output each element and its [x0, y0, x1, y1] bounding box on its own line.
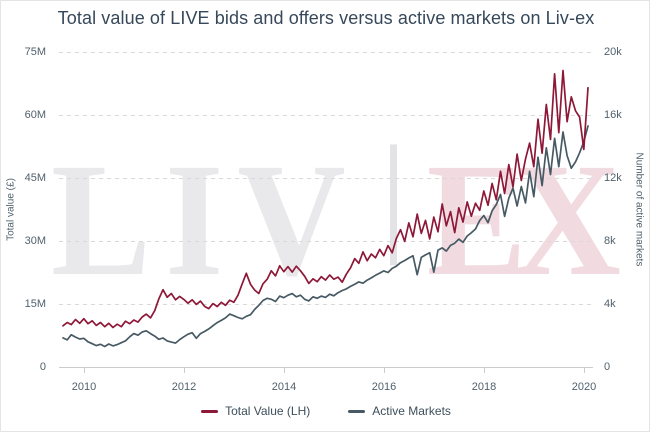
left-axis-tick-label: 30M	[24, 235, 46, 247]
x-axis-tick-label: 2018	[471, 381, 497, 393]
left-axis-tick-label: 60M	[24, 109, 46, 121]
left-axis-tick-label: 0	[39, 361, 46, 373]
x-axis-tick-label: 2014	[271, 381, 297, 393]
right-axis-tick-label: 16k	[604, 109, 622, 121]
left-axis-tick-label: 75M	[24, 46, 46, 58]
legend-label-total-value: Total Value (LH)	[225, 404, 311, 418]
active-markets-swatch	[348, 409, 366, 413]
legend-item-total-value: Total Value (LH)	[201, 404, 310, 418]
active-markets-line	[62, 125, 589, 348]
legend: Total Value (LH) Active Markets	[1, 404, 650, 418]
right-axis-tick-label: 0	[604, 361, 611, 373]
axes	[59, 367, 593, 373]
x-axis-tick-label: 2020	[571, 381, 597, 393]
left-axis-title: Total value (£)	[5, 178, 17, 241]
left-axis-tick-label: 15M	[24, 298, 46, 310]
gridlines	[59, 52, 593, 305]
total-value-swatch	[201, 409, 219, 413]
right-axis-tick-label: 4k	[604, 298, 616, 310]
chart-title: Total value of LIVE bids and offers vers…	[57, 8, 595, 28]
left-axis-tick-label: 45M	[24, 172, 46, 184]
x-axis-tick-label: 2016	[371, 381, 397, 393]
legend-label-active-markets: Active Markets	[372, 404, 451, 418]
x-axis-tick-label: 2010	[71, 381, 97, 393]
legend-item-active-markets: Active Markets	[348, 404, 451, 418]
right-axis-tick-label: 20k	[604, 46, 622, 58]
right-axis-tick-label: 8k	[604, 235, 616, 247]
x-axis-tick-label: 2012	[171, 381, 197, 393]
total-value-line	[62, 69, 589, 329]
right-axis-title: Number of active markets	[633, 152, 645, 267]
right-axis-tick-label: 12k	[604, 172, 622, 184]
